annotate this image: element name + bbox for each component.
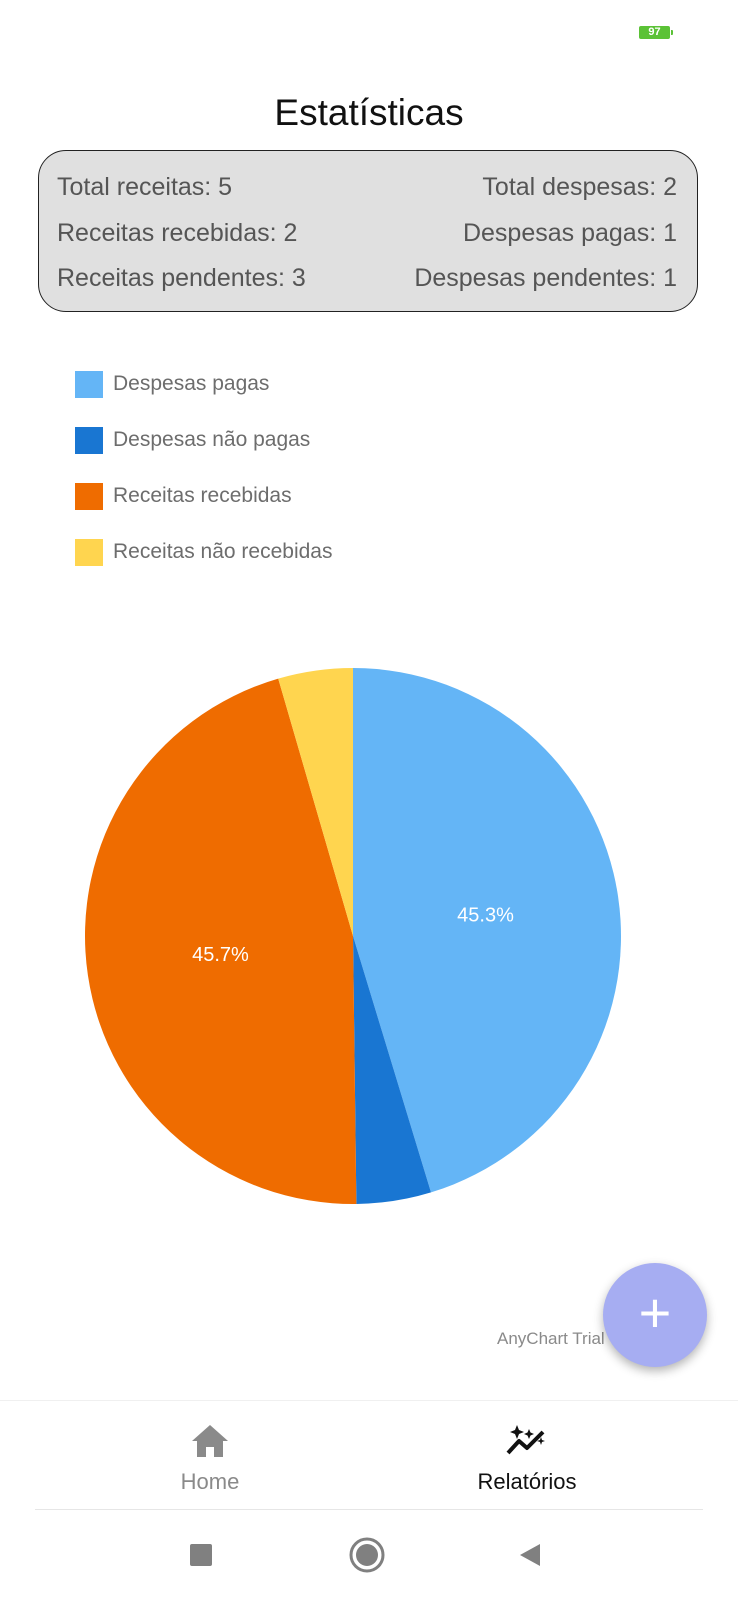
sparkle-chart-icon [506,1425,545,1455]
legend-label: Despesas pagas [113,372,270,395]
despesas-pagas: Despesas pagas: 1 [462,219,677,247]
recents-button[interactable] [161,1510,241,1600]
circle-icon [349,1537,385,1573]
pie-slice[interactable] [353,936,431,1204]
nav-divider [35,1509,703,1510]
receitas-pendentes: Receitas pendentes: 3 [57,264,306,292]
square-icon [190,1544,212,1566]
pie-slice[interactable] [278,668,353,936]
despesas-pendentes: Despesas pendentes: 1 [414,264,677,292]
legend-swatch [75,427,103,454]
legend-swatch [75,539,103,566]
legend-label: Receitas recebidas [113,484,292,507]
home-icon [192,1425,228,1457]
legend-label: Receitas não recebidas [113,540,333,563]
status-bar: 97 [0,0,738,60]
pie-slice[interactable] [85,678,357,1204]
chart-credit: AnyChart Trial [497,1329,605,1348]
page-title: Estatísticas [274,92,464,133]
pie-chart[interactable]: 45.3% 45.7% [0,600,738,1300]
nav-relatorios-label: Relatórios [477,1469,577,1494]
legend-swatch [75,371,103,398]
back-triangle-icon [520,1544,540,1566]
legend-swatch [75,483,103,510]
pie-slice[interactable] [353,668,621,1193]
stats-card: Total receitas: 5 Total despesas: 2 Rece… [38,150,698,312]
pie-data-label: 45.3% [457,905,514,927]
total-despesas: Total despesas: 2 [482,173,677,201]
nav-home-label: Home [180,1469,240,1494]
battery-icon: 97 [639,26,673,39]
system-nav-bar [0,1510,738,1600]
nav-home[interactable]: Home [110,1401,310,1511]
pie-data-label: 45.7% [192,944,249,966]
total-receitas: Total receitas: 5 [57,173,233,201]
back-button[interactable] [490,1510,570,1600]
legend-label: Despesas não pagas [113,428,311,451]
nav-relatorios[interactable]: Relatórios [427,1401,627,1511]
home-system-button[interactable] [327,1510,407,1600]
add-button[interactable]: + [603,1263,707,1367]
receitas-recebidas: Receitas recebidas: 2 [57,219,298,247]
bottom-nav: Home Relatórios [0,1400,738,1511]
